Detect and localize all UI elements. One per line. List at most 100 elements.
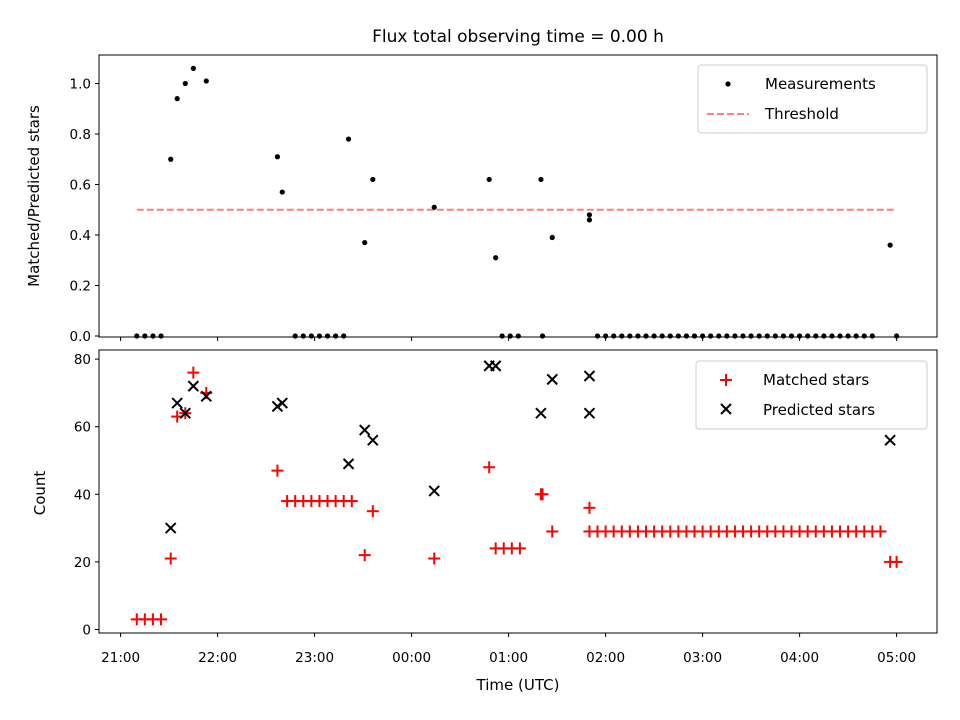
legend-marker-measurements: [725, 81, 731, 87]
measurement-point-32: [594, 333, 601, 339]
predicted-star-point-16: [583, 407, 596, 419]
x-tick-label: 22:00: [198, 650, 237, 666]
top-axes-frame: [98, 54, 938, 338]
measurement-point-60: [821, 333, 827, 339]
measurement-point-15: [324, 333, 331, 339]
measurement-point-64: [853, 333, 859, 339]
measurement-point-63: [845, 333, 851, 339]
predicted-star-point-7: [342, 458, 355, 470]
predicted-star-point-0: [165, 522, 177, 534]
bottom-y-tick-label: 0: [82, 623, 91, 639]
measurement-point-30: [586, 212, 593, 218]
measurement-point-65: [861, 333, 867, 339]
predicted-star-point-12: [489, 360, 502, 372]
matched-star-point-30: [583, 501, 596, 514]
bottom-y-tick-label: 60: [74, 420, 91, 436]
measurement-point-31: [586, 217, 593, 223]
legend-label-predicted-stars: Predicted stars: [763, 401, 875, 419]
measurement-point-42: [675, 333, 681, 339]
measurement-point-61: [829, 333, 835, 339]
measurement-point-0: [134, 333, 140, 339]
top-y-tick-label: 0.8: [70, 127, 91, 143]
bottom-y-ticks: 0 20 40 60 80: [74, 352, 99, 639]
measurement-point-44: [691, 333, 698, 339]
measurement-point-34: [611, 333, 617, 339]
x-tick-label: 23:00: [295, 650, 334, 666]
matched-star-point-21: [428, 552, 441, 565]
top-y-ticks: 0.0 0.2 0.4 0.6 0.8 1.0: [70, 77, 99, 345]
matched-star-point-9: [271, 464, 284, 477]
measurement-point-35: [619, 333, 625, 339]
x-tick-label: 21:00: [101, 650, 140, 666]
measurement-point-7: [190, 65, 196, 71]
bottom-panel: 0 20 40 60 80 21:00 22:00 23:00 00:00 01:00 02:00…: [31, 349, 938, 694]
measurement-point-53: [764, 333, 770, 339]
matched-star-point-26: [513, 542, 526, 555]
predicted-star-point-9: [367, 434, 379, 446]
measurement-point-4: [168, 156, 174, 162]
predicted-star-point-5: [271, 400, 284, 413]
top-y-tick-label: 0.2: [70, 279, 91, 295]
measurement-point-20: [370, 176, 376, 183]
measurement-point-11: [292, 333, 298, 339]
x-axis-label: Time (UTC): [476, 676, 560, 694]
legend-label-threshold: Threshold: [764, 105, 839, 123]
measurement-point-24: [499, 333, 505, 339]
bottom-legend-box: [695, 360, 928, 430]
matched-star-point-18: [345, 495, 358, 508]
x-tick-label: 02:00: [586, 650, 625, 666]
predicted-star-point-8: [359, 424, 371, 436]
predicted-star-point-6: [276, 397, 288, 409]
measurement-point-52: [756, 333, 762, 339]
top-legend: Measurements Threshold: [697, 64, 928, 134]
predicted-star-point-2: [179, 407, 191, 419]
top-y-tick-label: 0.4: [70, 228, 91, 244]
top-y-tick-label: 0.6: [70, 178, 91, 194]
top-x-ticks: [120, 337, 898, 341]
measurement-point-22: [486, 176, 492, 183]
legend-label-measurements: Measurements: [765, 75, 876, 93]
predicted-star-point-15: [583, 370, 596, 382]
matched-star-point-28: [536, 488, 549, 501]
measurement-point-23: [493, 255, 499, 261]
predicted-star-point-17: [884, 434, 896, 446]
predicted-star-point-10: [428, 485, 440, 497]
matched-star-point-67: [874, 525, 887, 538]
x-tick-label: 01:00: [489, 650, 528, 666]
measurement-point-28: [539, 333, 546, 339]
legend-marker-matched-stars: [720, 374, 732, 386]
measurement-point-2: [150, 333, 156, 339]
measurement-point-54: [772, 333, 778, 339]
measurement-point-58: [805, 333, 811, 339]
x-tick-label: 05:00: [877, 650, 916, 666]
measurement-point-3: [158, 333, 164, 339]
measurement-point-46: [708, 333, 714, 339]
predicted-star-point-14: [546, 373, 558, 386]
x-tick-label: 00:00: [392, 650, 431, 666]
predicted-star-point-13: [535, 407, 547, 419]
legend-marker-predicted-stars: [720, 403, 732, 415]
bottom-axes-frame: [98, 349, 938, 634]
measurement-point-39: [651, 333, 657, 339]
measurement-point-27: [538, 176, 544, 183]
matched-star-point-3: [155, 613, 168, 626]
top-legend-box: [697, 64, 928, 134]
measurement-point-50: [740, 333, 746, 339]
predicted-star-point-1: [171, 397, 183, 409]
measurement-point-47: [716, 333, 722, 339]
measurement-point-48: [724, 333, 730, 339]
measurement-point-59: [813, 333, 819, 339]
predicted-star-point-4: [200, 390, 212, 402]
matched-star-point-20: [366, 505, 379, 518]
top-panel: 0.0 0.2 0.4 0.6 0.8 1.0 Matched/Predicted sta…: [25, 54, 938, 345]
measurement-point-67: [887, 242, 893, 248]
legend-label-matched-stars: Matched stars: [763, 371, 869, 389]
measurement-point-10: [279, 189, 285, 195]
matched-star-point-7: [187, 366, 200, 379]
measurement-point-17: [341, 333, 347, 339]
matched-star-point-29: [546, 525, 559, 538]
x-tick-label: 03:00: [683, 650, 722, 666]
measurement-point-12: [300, 333, 306, 339]
bottom-y-tick-label: 20: [74, 555, 91, 571]
bottom-x-ticks: 21:00 22:00 23:00 00:00 01:00 02:00 03:00 04:00…: [101, 633, 916, 666]
